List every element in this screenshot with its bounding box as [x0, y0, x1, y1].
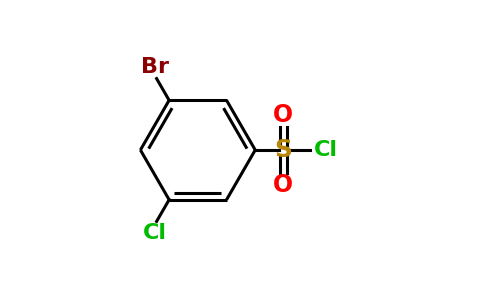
Text: Cl: Cl	[143, 223, 167, 243]
Text: Cl: Cl	[314, 140, 338, 160]
Text: Br: Br	[141, 57, 169, 77]
Text: S: S	[274, 138, 292, 162]
Text: O: O	[273, 103, 293, 127]
Text: O: O	[273, 173, 293, 197]
